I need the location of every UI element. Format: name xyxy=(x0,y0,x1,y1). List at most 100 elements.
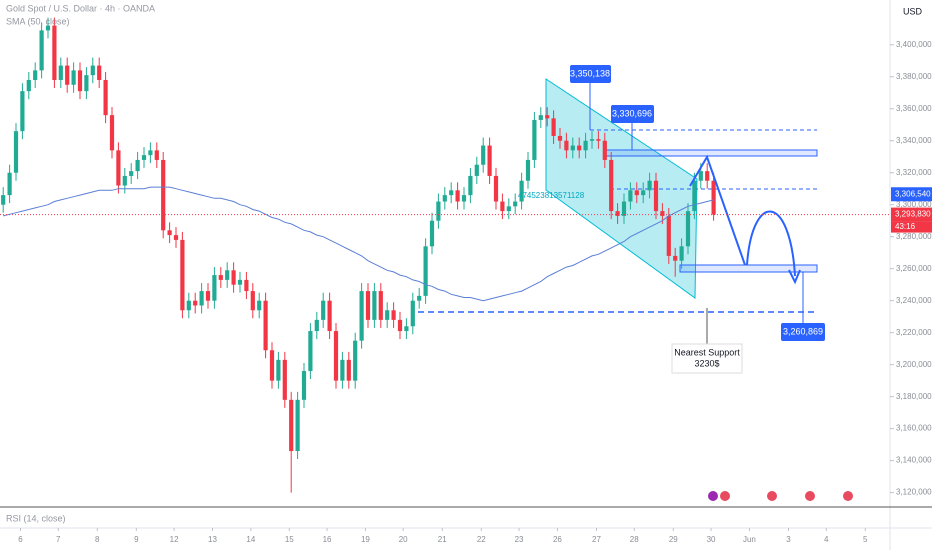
candle-body xyxy=(225,270,230,280)
candle-body xyxy=(301,371,307,400)
candle-body xyxy=(250,291,255,311)
candle-body xyxy=(391,310,396,320)
y-tick-label: 3,240,000 xyxy=(896,296,932,305)
candle-body xyxy=(436,201,441,221)
callout-box xyxy=(781,323,825,341)
drawings xyxy=(418,78,818,344)
candle-body xyxy=(564,140,569,151)
y-tick-label: 3,200,000 xyxy=(896,360,932,369)
projection-arrow xyxy=(788,269,801,285)
x-tick-label: 21 xyxy=(438,535,447,544)
ma-legend: SMA (50, close) xyxy=(6,16,70,26)
y-tick-label: 3,220,000 xyxy=(896,328,932,337)
resistance-zone xyxy=(604,149,818,157)
x-tick-label: 19 xyxy=(361,535,370,544)
candle-body xyxy=(359,291,364,341)
candle-body xyxy=(13,131,19,173)
candle-body xyxy=(365,291,371,320)
candle-body xyxy=(545,115,550,119)
candle-body xyxy=(455,190,460,202)
candle-body xyxy=(148,150,153,156)
candle-body xyxy=(653,180,659,212)
candle-body xyxy=(404,326,409,332)
symbol-title: Gold Spot / U.S. Dollar · 4h · OANDA xyxy=(6,3,155,13)
currency: USD xyxy=(903,6,923,16)
event-icon[interactable] xyxy=(708,491,718,501)
callout: 3,260,869 xyxy=(783,326,823,336)
candle-body xyxy=(385,310,390,320)
x-tick-label: 30 xyxy=(707,535,716,544)
x-tick-label: 8 xyxy=(95,535,100,544)
candle-body xyxy=(615,211,620,216)
candle-body xyxy=(244,279,249,292)
candle-body xyxy=(289,399,294,452)
event-icon[interactable] xyxy=(720,491,730,501)
candle-body xyxy=(449,190,454,196)
candle-body xyxy=(308,331,313,372)
x-tick-label: 12 xyxy=(170,535,179,544)
y-tick-label: 3,140,000 xyxy=(896,456,932,465)
candle-body xyxy=(519,180,524,202)
annotations: 3,350,138 3,330,696 3,260,869 Nearest Su… xyxy=(518,65,825,374)
x-tick-label: 14 xyxy=(246,535,255,544)
candle-body xyxy=(487,145,492,176)
candle-body xyxy=(45,25,51,31)
candle-body xyxy=(103,79,108,116)
candle-body xyxy=(71,70,76,85)
price-tag-label: 3,293,830 xyxy=(895,210,931,219)
candle-body xyxy=(321,300,326,320)
candle-body xyxy=(212,275,217,301)
candle-body xyxy=(397,319,403,332)
event-icon[interactable] xyxy=(767,491,777,501)
stray-label: 474523813571128 xyxy=(518,191,585,200)
candle-body xyxy=(353,340,358,381)
candle-body xyxy=(116,150,121,186)
support-value: 3230$ xyxy=(694,358,719,368)
price-tag xyxy=(891,187,932,202)
candle-body xyxy=(52,25,57,80)
x-tick-label: 23 xyxy=(515,535,524,544)
candle-body xyxy=(410,300,415,327)
support-zone xyxy=(679,264,818,273)
event-icon[interactable] xyxy=(843,491,853,501)
candle-body xyxy=(1,195,6,205)
candle-body xyxy=(77,70,83,92)
candle-body xyxy=(685,211,691,247)
candle-body xyxy=(442,195,447,202)
candle-body xyxy=(589,139,595,141)
candle-body xyxy=(596,139,601,141)
event-icon[interactable] xyxy=(805,491,815,501)
candle-body xyxy=(660,211,665,216)
candle-body xyxy=(647,180,652,191)
candle-body xyxy=(129,171,134,176)
candle-body xyxy=(122,175,127,186)
y-tick-label: 3,400,000 xyxy=(896,40,932,49)
y-tick-label: 3,260,000 xyxy=(896,264,932,273)
candle-body xyxy=(154,150,159,160)
candle-body xyxy=(7,172,12,196)
candle-body xyxy=(97,65,102,80)
callout-box xyxy=(570,65,611,83)
candle-body xyxy=(474,164,479,176)
candle-body xyxy=(269,350,275,381)
candle-body xyxy=(557,135,563,141)
x-tick-label: 13 xyxy=(208,535,217,544)
candle-body xyxy=(679,246,684,261)
candle-body xyxy=(506,206,511,212)
candle-body xyxy=(570,145,575,151)
candle-body xyxy=(423,246,428,296)
candle-body xyxy=(583,140,588,151)
candle-body xyxy=(372,291,377,320)
x-tick-label: 15 xyxy=(285,535,294,544)
price-tag xyxy=(891,207,932,222)
y-tick-label: 3,120,000 xyxy=(896,488,932,497)
candle-body xyxy=(231,270,236,285)
x-tick-label: Jun xyxy=(743,535,756,544)
y-tick-label: 3,180,000 xyxy=(896,392,932,401)
candle-body xyxy=(692,180,697,212)
projection-arc xyxy=(746,210,796,277)
countdown-bg xyxy=(891,221,932,233)
candle-body xyxy=(263,300,268,351)
candle-body xyxy=(65,65,70,85)
candle-body xyxy=(295,399,300,452)
